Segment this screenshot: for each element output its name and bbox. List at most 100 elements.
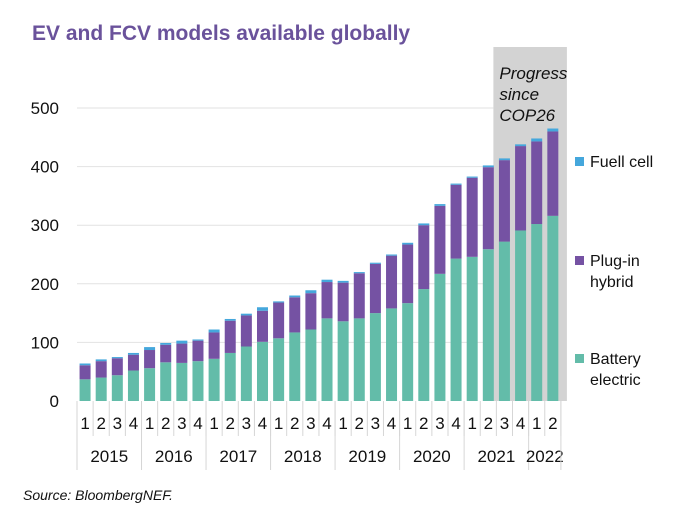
bar-battery-electric [402, 303, 414, 401]
bar-plug-in-hybrid [305, 293, 317, 330]
x-quarter-label: 2 [226, 414, 235, 433]
bar-battery-electric [256, 341, 268, 401]
bar-fuell-cell [450, 183, 462, 185]
x-quarter-label: 1 [532, 414, 541, 433]
legend-swatch [575, 354, 584, 363]
bar-plug-in-hybrid [321, 282, 333, 319]
bar-battery-electric [547, 215, 559, 401]
bar-fuell-cell [256, 307, 268, 311]
x-year-label: 2016 [155, 447, 193, 466]
x-quarter-label: 1 [403, 414, 412, 433]
bar-fuell-cell [515, 144, 527, 147]
bar-battery-electric [353, 318, 365, 401]
x-quarter-label: 3 [371, 414, 380, 433]
y-tick-label: 400 [31, 158, 59, 177]
bar-plug-in-hybrid [369, 263, 381, 314]
chart-title: EV and FCV models available globally [32, 22, 411, 45]
bar-fuell-cell [498, 158, 510, 161]
bar-fuell-cell [79, 363, 91, 366]
bar-battery-electric [418, 289, 430, 401]
x-quarter-label: 1 [209, 414, 218, 433]
x-year-label: 2018 [284, 447, 322, 466]
bar-plug-in-hybrid [418, 225, 430, 290]
bar-fuell-cell [95, 359, 107, 362]
bar-battery-electric [531, 224, 543, 401]
bar-fuell-cell [273, 301, 285, 303]
bar-fuell-cell [176, 340, 188, 344]
bar-fuell-cell [386, 254, 398, 256]
bar-plug-in-hybrid [224, 320, 236, 353]
bar-battery-electric [337, 321, 349, 401]
x-quarter-label: 4 [451, 414, 460, 433]
y-tick-label: 500 [31, 99, 59, 118]
bar-fuell-cell [144, 347, 156, 351]
x-quarter-label: 4 [258, 414, 267, 433]
bar-plug-in-hybrid [192, 340, 204, 362]
bar-battery-electric [224, 352, 236, 401]
annotation-text: Progress [499, 64, 568, 83]
bar-plug-in-hybrid [337, 282, 349, 322]
bar-plug-in-hybrid [450, 184, 462, 259]
x-quarter-label: 2 [290, 414, 299, 433]
bar-plug-in-hybrid [144, 350, 156, 369]
x-quarter-label: 3 [113, 414, 122, 433]
x-year-label: 2021 [477, 447, 515, 466]
bar-fuell-cell [208, 329, 220, 333]
x-quarter-label: 4 [129, 414, 138, 433]
x-quarter-label: 2 [548, 414, 557, 433]
bar-battery-electric [482, 249, 494, 401]
bar-plug-in-hybrid [176, 343, 188, 363]
source-note: Source: BloombergNEF. [23, 487, 173, 503]
x-year-label: 2022 [526, 447, 564, 466]
bar-battery-electric [515, 230, 527, 401]
bar-battery-electric [289, 332, 301, 401]
bar-plug-in-hybrid [498, 160, 510, 242]
bar-fuell-cell [111, 357, 123, 359]
bar-fuell-cell [321, 279, 333, 283]
legend-label: Plug-in [590, 253, 640, 270]
y-tick-label: 200 [31, 275, 59, 294]
bar-battery-electric [305, 329, 317, 401]
bar-battery-electric [192, 361, 204, 401]
bar-battery-electric [240, 346, 252, 401]
bar-fuell-cell [402, 242, 414, 245]
legend-label: hybrid [590, 274, 634, 291]
x-quarter-label: 4 [516, 414, 525, 433]
x-quarter-label: 2 [161, 414, 170, 433]
bar-plug-in-hybrid [515, 146, 527, 231]
x-year-label: 2020 [413, 447, 451, 466]
bar-battery-electric [111, 375, 123, 401]
bar-fuell-cell [369, 262, 381, 264]
bar-plug-in-hybrid [79, 365, 91, 380]
annotation-text: COP26 [499, 106, 555, 125]
x-quarter-label: 3 [177, 414, 186, 433]
x-year-label: 2015 [90, 447, 128, 466]
bar-plug-in-hybrid [482, 167, 494, 250]
bar-plug-in-hybrid [353, 273, 365, 319]
bar-battery-electric [208, 358, 220, 401]
bar-fuell-cell [418, 223, 430, 226]
bar-fuell-cell [127, 352, 139, 355]
x-quarter-label: 4 [193, 414, 202, 433]
bar-plug-in-hybrid [95, 361, 107, 378]
y-tick-label: 0 [50, 392, 59, 411]
bar-plug-in-hybrid [402, 244, 414, 304]
bar-battery-electric [369, 313, 381, 401]
x-quarter-label: 2 [355, 414, 364, 433]
bar-plug-in-hybrid [160, 344, 172, 363]
x-quarter-label: 3 [500, 414, 509, 433]
bar-battery-electric [386, 308, 398, 401]
y-tick-label: 100 [31, 333, 59, 352]
x-quarter-label: 1 [80, 414, 89, 433]
legend-label: Battery [590, 351, 641, 368]
bar-fuell-cell [224, 318, 236, 321]
bar-fuell-cell [337, 280, 349, 283]
bar-battery-electric [95, 377, 107, 401]
bar-plug-in-hybrid [386, 255, 398, 309]
bar-fuell-cell [305, 290, 317, 294]
bar-fuell-cell [482, 165, 494, 168]
x-quarter-label: 1 [338, 414, 347, 433]
legend-swatch [575, 157, 584, 166]
x-year-label: 2019 [348, 447, 386, 466]
